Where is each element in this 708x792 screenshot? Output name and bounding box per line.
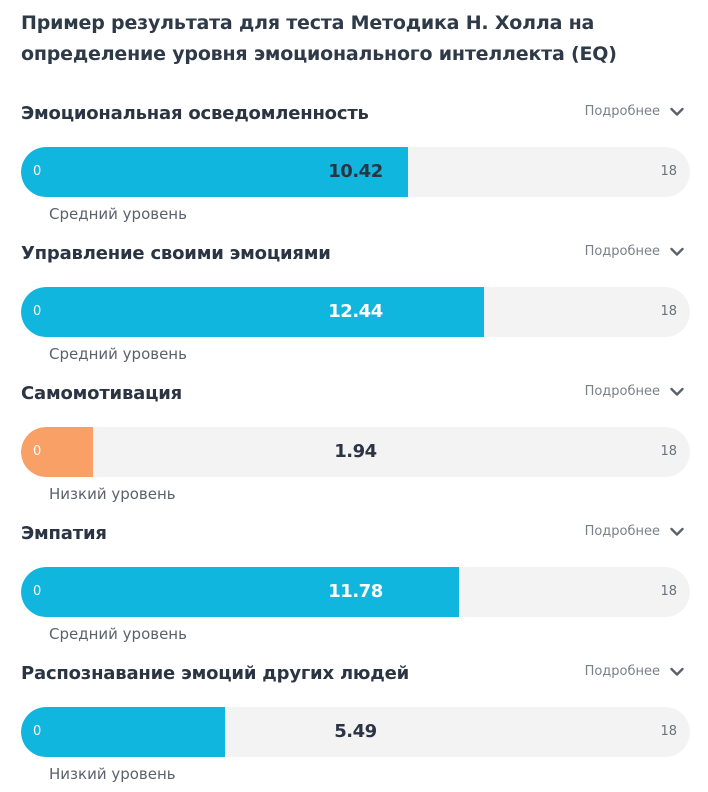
score-value: 11.78 <box>328 581 383 602</box>
chevron-down-icon <box>670 667 684 676</box>
scale-min-label: 0 <box>33 304 42 319</box>
scale-max-label: 18 <box>660 724 677 739</box>
scale-max-label: 18 <box>660 584 677 599</box>
section-title: Распознавание эмоций других людей <box>21 663 409 684</box>
section-title: Самомотивация <box>21 383 183 404</box>
score-bar: 0 12.44 18 <box>21 287 690 337</box>
score-value: 1.94 <box>334 441 377 462</box>
details-toggle[interactable]: Подробнее <box>585 244 684 259</box>
level-label: Средний уровень <box>49 345 187 363</box>
scale-min-label: 0 <box>33 444 42 459</box>
details-label: Подробнее <box>584 384 660 399</box>
score-bar-fill <box>21 707 225 757</box>
scale-section-self-motivation: Самомотивация Подробнее 0 1.94 18 Низкий… <box>0 375 708 515</box>
details-toggle[interactable]: Подробнее <box>585 524 684 539</box>
score-bar: 0 5.49 18 <box>21 707 690 757</box>
details-label: Подробнее <box>584 244 660 259</box>
details-label: Подробнее <box>584 104 660 119</box>
section-title: Эмпатия <box>21 523 107 544</box>
scale-min-label: 0 <box>33 164 42 179</box>
score-bar-fill <box>21 427 93 477</box>
scale-section-empathy: Эмпатия Подробнее 0 11.78 18 Средний уро… <box>0 515 708 655</box>
scale-section-emotional-awareness: Эмоциональная осведомленность Подробнее … <box>0 95 708 235</box>
details-toggle[interactable]: Подробнее <box>585 664 684 679</box>
details-toggle[interactable]: Подробнее <box>585 104 684 119</box>
scale-max-label: 18 <box>660 304 677 319</box>
score-value: 10.42 <box>328 161 383 182</box>
section-title: Управление своими эмоциями <box>21 243 331 264</box>
scale-section-emotion-management: Управление своими эмоциями Подробнее 0 1… <box>0 235 708 375</box>
section-title: Эмоциональная осведомленность <box>21 103 369 124</box>
scale-section-recognizing-others-emotions: Распознавание эмоций других людей Подроб… <box>0 655 708 792</box>
chevron-down-icon <box>670 107 684 116</box>
score-bar: 0 1.94 18 <box>21 427 690 477</box>
page-title: Пример результата для теста Методика Н. … <box>21 12 617 65</box>
details-label: Подробнее <box>584 524 660 539</box>
scale-min-label: 0 <box>33 584 42 599</box>
score-value: 5.49 <box>334 721 377 742</box>
chevron-down-icon <box>670 527 684 536</box>
scale-min-label: 0 <box>33 724 42 739</box>
score-bar: 0 11.78 18 <box>21 567 690 617</box>
score-bar-fill <box>21 147 408 197</box>
scale-max-label: 18 <box>660 164 677 179</box>
scale-max-label: 18 <box>660 444 677 459</box>
score-bar-fill <box>21 567 459 617</box>
level-label: Низкий уровень <box>49 485 176 503</box>
score-bar: 0 10.42 18 <box>21 147 690 197</box>
level-label: Средний уровень <box>49 625 187 643</box>
details-toggle[interactable]: Подробнее <box>585 384 684 399</box>
level-label: Средний уровень <box>49 205 187 223</box>
score-value: 12.44 <box>328 301 383 322</box>
details-label: Подробнее <box>584 664 660 679</box>
chevron-down-icon <box>670 247 684 256</box>
level-label: Низкий уровень <box>49 765 176 783</box>
score-bar-fill <box>21 287 484 337</box>
chevron-down-icon <box>670 387 684 396</box>
